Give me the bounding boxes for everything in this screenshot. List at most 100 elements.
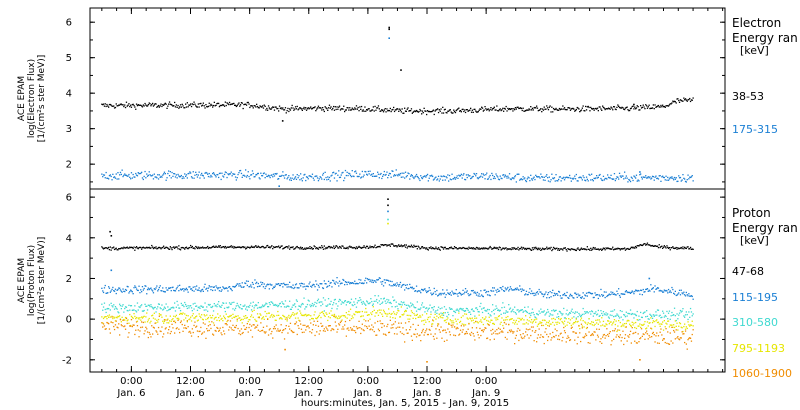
- data-point: [182, 304, 184, 306]
- data-point: [647, 318, 649, 320]
- data-point: [164, 291, 166, 293]
- data-point: [556, 316, 558, 318]
- data-point: [442, 312, 445, 314]
- data-point: [177, 248, 179, 250]
- data-point: [641, 244, 643, 247]
- data-point: [324, 283, 326, 285]
- data-point: [479, 248, 481, 250]
- data-point: [511, 330, 513, 333]
- data-point: [135, 310, 137, 312]
- data-point: [142, 321, 144, 324]
- data-point: [226, 287, 228, 290]
- data-point: [554, 328, 556, 330]
- data-point: [508, 177, 510, 179]
- data-point: [520, 246, 523, 248]
- data-point: [189, 330, 191, 333]
- data-point: [225, 247, 227, 249]
- data-point: [268, 175, 270, 177]
- data-point: [637, 319, 639, 321]
- data-point: [218, 301, 220, 303]
- data-point: [650, 317, 652, 319]
- data-point: [316, 289, 319, 291]
- data-point: [619, 175, 621, 177]
- data-point: [453, 293, 455, 295]
- data-point: [379, 110, 381, 112]
- data-point: [185, 247, 187, 249]
- data-point: [213, 318, 215, 320]
- data-point: [167, 247, 169, 249]
- data-point: [239, 246, 241, 248]
- data-point: [580, 110, 582, 112]
- data-point: [587, 248, 589, 250]
- data-point: [349, 245, 351, 247]
- data-point: [688, 324, 690, 326]
- data-point: [565, 109, 567, 111]
- data-point: [509, 286, 512, 288]
- data-point: [192, 286, 194, 288]
- data-point: [274, 319, 276, 321]
- data-point: [108, 286, 110, 288]
- data-point: [240, 286, 243, 288]
- data-point: [341, 328, 343, 330]
- data-point: [223, 287, 225, 289]
- data-point: [170, 103, 172, 106]
- data-point: [628, 320, 630, 322]
- data-point: [152, 174, 154, 176]
- data-point: [137, 317, 139, 319]
- data-point: [283, 316, 286, 318]
- data-point: [520, 309, 523, 311]
- data-point: [604, 249, 606, 251]
- y-tick-label: 5: [66, 53, 72, 64]
- data-point: [387, 110, 389, 112]
- data-point: [433, 306, 435, 308]
- data-point: [113, 316, 115, 318]
- data-point: [369, 245, 371, 247]
- data-point: [402, 302, 404, 304]
- data-point: [577, 336, 579, 338]
- data-point: [211, 286, 213, 288]
- data-point: [216, 319, 218, 321]
- data-point: [125, 174, 128, 176]
- data-point: [305, 306, 308, 308]
- data-point: [203, 314, 205, 316]
- data-point: [637, 325, 639, 327]
- data-point: [311, 332, 313, 334]
- data-point: [676, 322, 678, 324]
- data-point: [228, 101, 231, 104]
- data-point: [130, 325, 132, 327]
- data-point: [543, 342, 545, 345]
- data-point: [327, 329, 329, 331]
- data-point: [506, 338, 508, 340]
- data-point: [687, 318, 689, 321]
- data-point: [322, 303, 324, 305]
- data-point: [228, 306, 230, 308]
- data-point: [508, 248, 511, 250]
- data-point: [121, 325, 123, 327]
- data-point: [323, 314, 325, 316]
- data-point: [646, 288, 648, 290]
- data-point: [131, 325, 133, 328]
- data-point: [625, 248, 627, 250]
- data-point: [564, 247, 566, 249]
- data-point: [690, 295, 693, 297]
- data-point: [591, 108, 593, 110]
- data-point: [529, 109, 531, 111]
- data-point: [143, 287, 145, 290]
- data-point: [574, 249, 577, 251]
- data-point: [179, 106, 181, 108]
- data-point: [504, 319, 506, 321]
- data-point: [603, 333, 605, 336]
- data-point: [539, 321, 541, 323]
- data-point: [609, 177, 611, 179]
- data-point: [519, 319, 522, 321]
- data-point: [656, 245, 659, 247]
- data-point: [451, 308, 453, 310]
- data-point: [118, 287, 120, 289]
- data-point: [514, 109, 516, 111]
- data-point: [633, 108, 635, 110]
- data-point: [516, 330, 518, 332]
- data-point: [501, 307, 503, 309]
- data-point: [292, 304, 294, 306]
- data-point: [159, 285, 161, 287]
- data-point: [400, 322, 402, 324]
